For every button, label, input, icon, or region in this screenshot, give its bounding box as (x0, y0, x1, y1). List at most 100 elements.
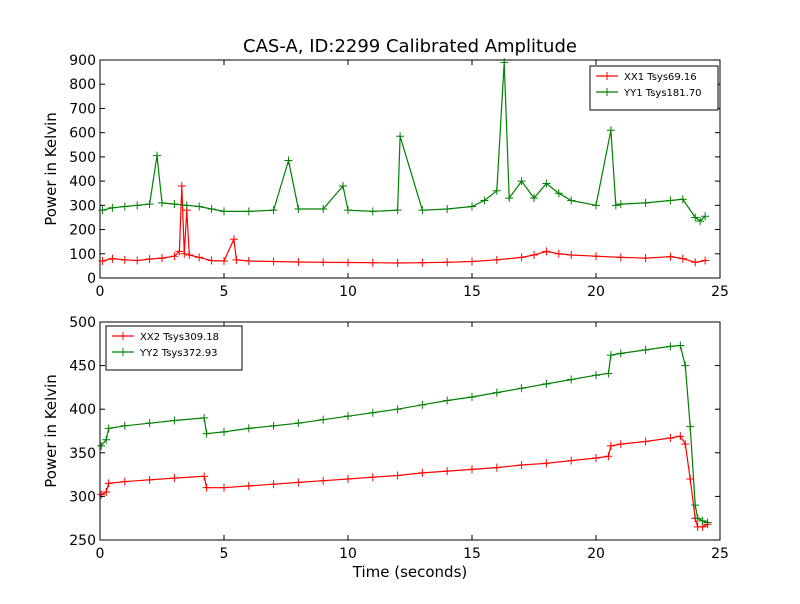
y-tick-label: 250 (69, 533, 96, 549)
data-point (158, 198, 166, 207)
data-point (468, 257, 476, 266)
data-point (492, 186, 501, 195)
data-point (604, 452, 613, 461)
legend: XX1 Tsys69.16 YY1 Tsys181.70 (589, 65, 719, 111)
y-tick-label: 500 (69, 315, 96, 331)
data-point (244, 257, 253, 266)
data-point (468, 392, 476, 401)
data-point (202, 429, 211, 438)
data-point (180, 249, 189, 258)
x-tick-label: 20 (587, 546, 605, 562)
data-point (666, 342, 675, 351)
data-point (108, 254, 117, 263)
y-tick-label: 500 (69, 150, 96, 166)
y-tick-label: 450 (69, 359, 96, 375)
data-point (468, 465, 476, 474)
data-point (542, 379, 551, 388)
series-line (100, 435, 708, 528)
data-point (641, 254, 650, 263)
data-point (232, 255, 241, 264)
data-point (592, 454, 600, 463)
data-point (666, 196, 675, 205)
data-point (145, 419, 154, 428)
x-tick-label: 5 (220, 284, 229, 300)
y-tick-label: 200 (69, 223, 96, 239)
data-point (294, 258, 303, 267)
y-axis-label: Power in Kelvin (42, 374, 60, 488)
data-point (120, 477, 129, 486)
data-point (200, 472, 209, 481)
data-point (606, 441, 615, 450)
axes-frame (99, 59, 721, 279)
legend-marker (603, 88, 611, 96)
plot-bottom: 0 5 10 15 20 25 250 300 350 400 450 500 Power in Kel… (42, 315, 729, 581)
data-point (145, 200, 154, 209)
data-point (443, 396, 452, 405)
y-tick-label: 0 (87, 271, 96, 287)
y-tick-label: 600 (69, 126, 96, 142)
data-point (530, 250, 538, 259)
legend: XX2 Tsys309.18 YY2 Tsys372.93 (105, 325, 243, 371)
y-tick-label: 350 (69, 446, 96, 462)
data-point (681, 361, 690, 370)
x-tick-label: 10 (339, 546, 357, 562)
data-point (418, 258, 427, 267)
data-point (319, 476, 328, 485)
data-point (104, 479, 113, 488)
series-1 (98, 181, 710, 267)
series-2 (98, 58, 710, 226)
data-point (443, 258, 452, 267)
data-point (97, 490, 106, 499)
data-point (269, 206, 278, 215)
x-tick-label: 20 (587, 284, 605, 300)
data-point (207, 256, 216, 265)
data-point (611, 201, 620, 210)
data-point (542, 179, 551, 188)
data-point (120, 255, 129, 264)
series-1 (97, 432, 712, 531)
data-point (567, 196, 576, 205)
data-point (344, 258, 352, 267)
data-point (175, 247, 184, 256)
y-tick-label: 800 (69, 77, 96, 93)
data-point (686, 422, 695, 431)
data-point (554, 249, 563, 258)
data-point (368, 473, 377, 482)
data-point (145, 255, 154, 264)
data-point (244, 424, 253, 433)
data-point (418, 468, 427, 477)
data-point (517, 177, 526, 186)
data-point (691, 501, 700, 510)
plot-top: 0 5 10 15 20 25 0 100 200 300 400 500 600 700 800 900 Po… (42, 53, 729, 300)
y-tick-label: 700 (69, 101, 96, 117)
data-point (567, 250, 576, 259)
y-axis-label: Power in Kelvin (42, 112, 60, 226)
data-point (686, 474, 695, 483)
data-point (170, 416, 179, 425)
x-tick-label: 15 (463, 546, 481, 562)
data-point (678, 195, 687, 204)
data-point (616, 349, 625, 358)
series-2 (97, 341, 712, 527)
data-point (284, 156, 293, 165)
data-point (319, 258, 328, 267)
y-tick-label: 400 (69, 402, 96, 418)
data-point (492, 388, 501, 397)
data-point (530, 194, 538, 203)
y-tick-label: 900 (69, 53, 96, 69)
data-point (606, 126, 615, 135)
data-point (676, 432, 685, 441)
data-point (133, 256, 142, 265)
data-point (703, 518, 712, 527)
data-point (120, 202, 129, 211)
data-point (443, 467, 452, 476)
data-point (102, 488, 111, 497)
y-tick-label: 300 (69, 198, 96, 214)
data-point (368, 207, 377, 216)
data-point (701, 256, 710, 265)
data-point (696, 217, 705, 226)
x-tick-label: 25 (711, 284, 729, 300)
data-point (641, 437, 650, 446)
legend-label: XX2 Tsys309.18 (140, 332, 219, 343)
data-point (339, 181, 348, 190)
